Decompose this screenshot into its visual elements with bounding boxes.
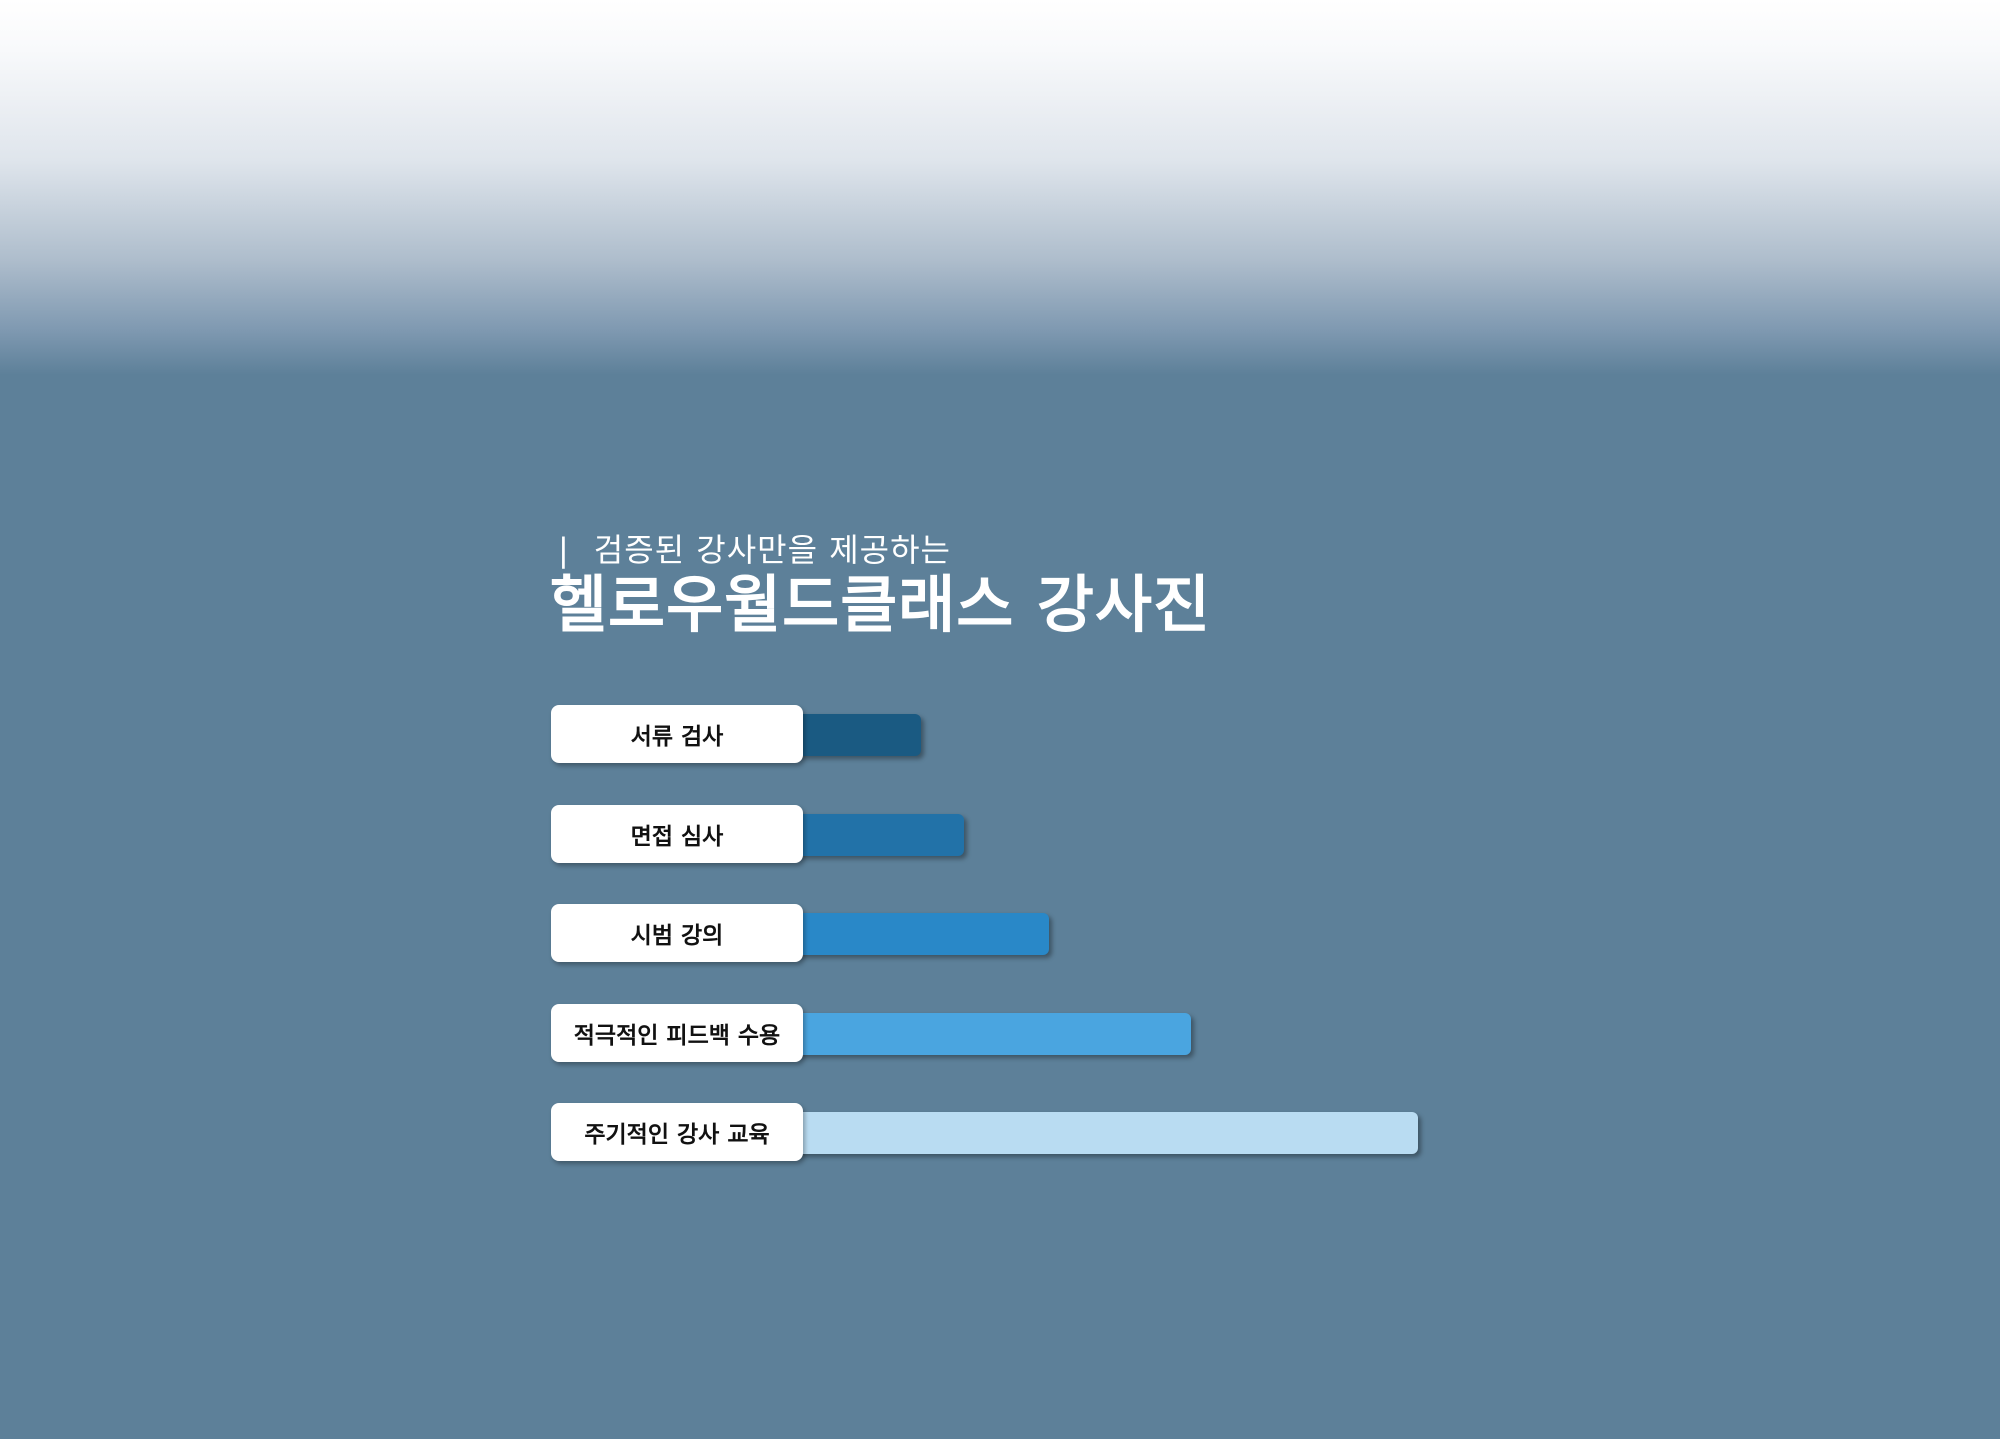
subtitle-mark: | bbox=[558, 531, 570, 569]
bar bbox=[781, 714, 921, 756]
bar bbox=[781, 1013, 1191, 1055]
page-title: 헬로우월드클래스 강사진 bbox=[550, 568, 1212, 641]
bar-label: 적극적인 피드백 수용 bbox=[551, 1004, 803, 1062]
subtitle: | 검증된 강사만을 제공하는 bbox=[558, 530, 951, 570]
bar-label: 면접 심사 bbox=[551, 805, 803, 863]
bar-label: 서류 검사 bbox=[551, 705, 803, 763]
bar bbox=[781, 814, 964, 856]
bar-label: 시범 강의 bbox=[551, 904, 803, 962]
subtitle-text: 검증된 강사만을 제공하는 bbox=[593, 531, 951, 569]
bar bbox=[781, 1112, 1418, 1154]
bar-label: 주기적인 강사 교육 bbox=[551, 1103, 803, 1161]
bar bbox=[781, 913, 1049, 955]
